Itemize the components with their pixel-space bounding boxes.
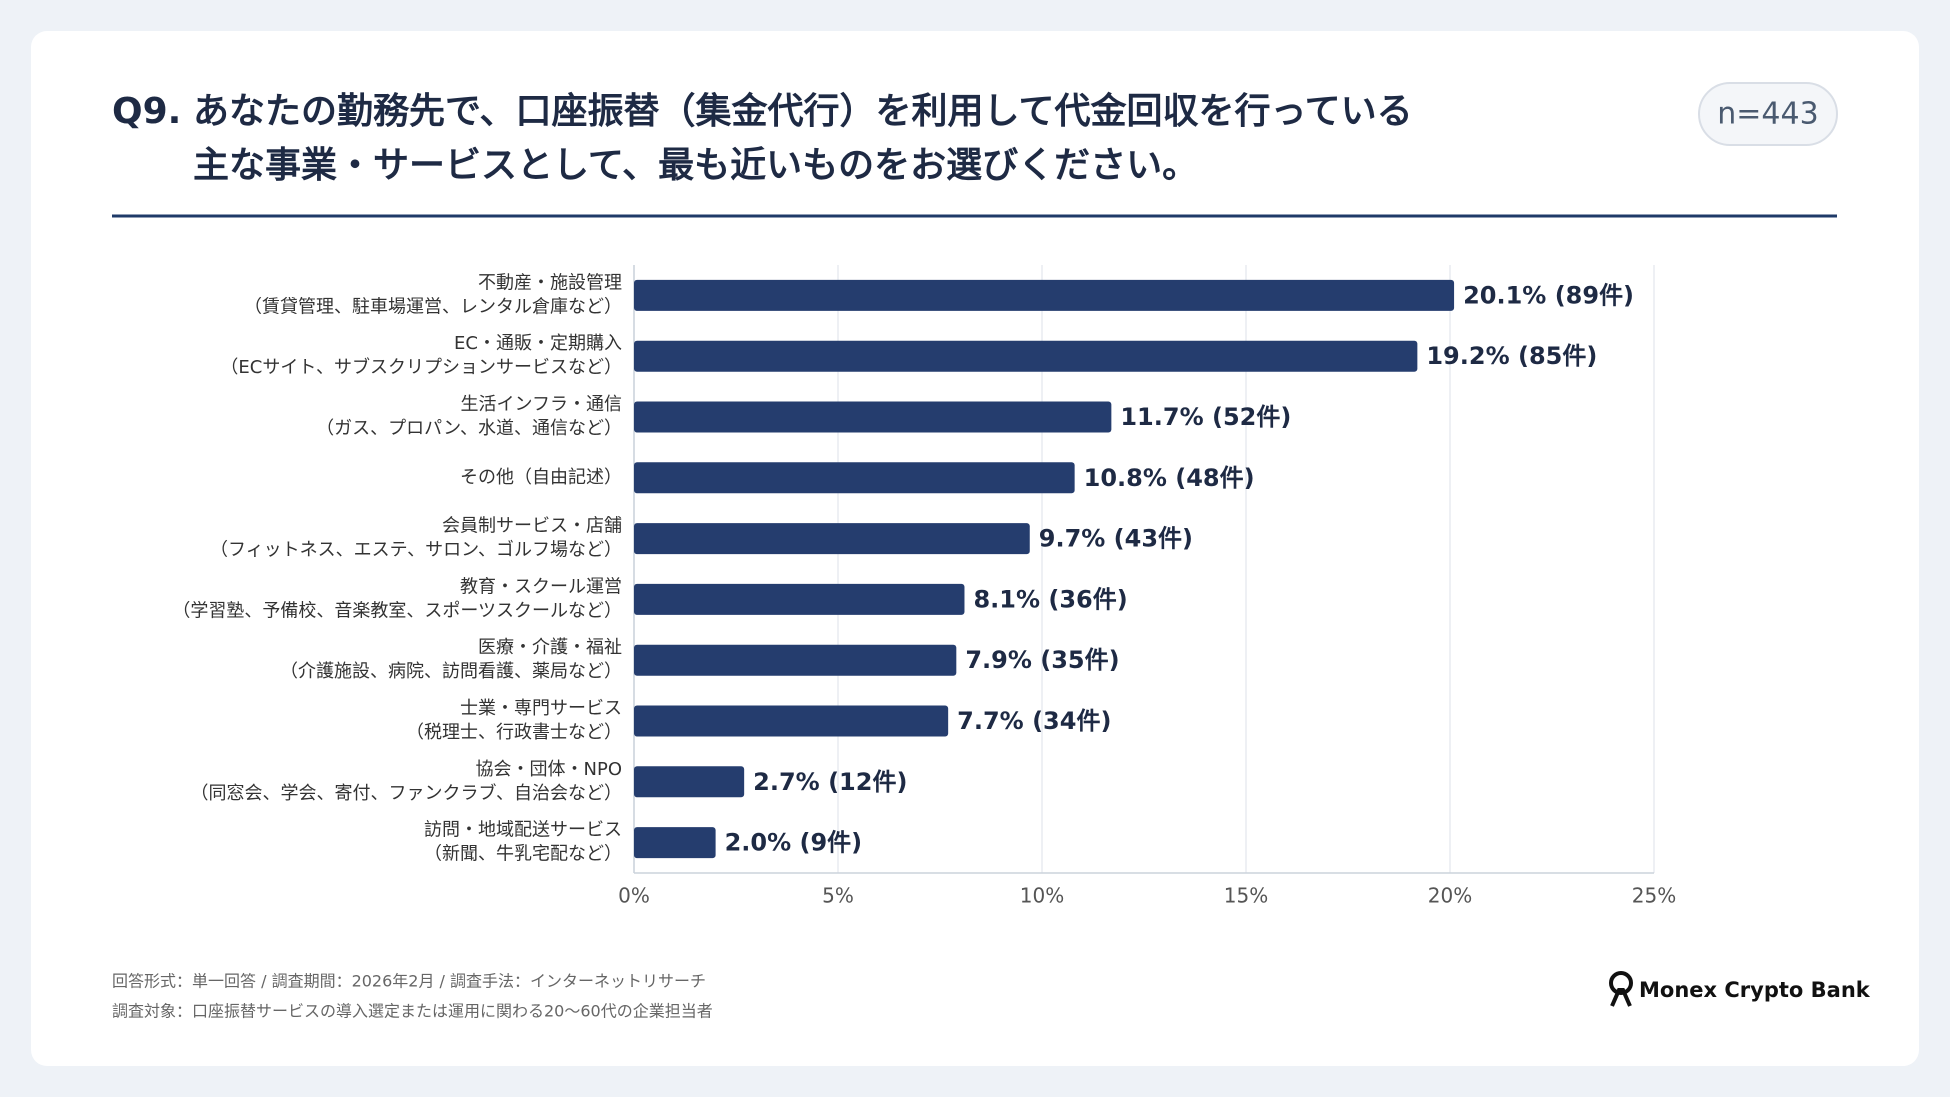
question-number: Q9. xyxy=(112,91,181,132)
category-label: （学習塾、予備校、音楽教室、スポーツスクールなど） xyxy=(172,599,622,621)
bar xyxy=(634,705,949,737)
brand-logo xyxy=(1609,971,1633,1007)
value-label: 2.0% (9件) xyxy=(725,829,863,857)
bar xyxy=(634,766,745,798)
bar xyxy=(634,401,1112,433)
footnote: 回答形式：単一回答 / 調査期間：2026年2月 / 調査手法：インターネットリ… xyxy=(112,972,706,991)
category-label: 訪問・地域配送サービス xyxy=(424,820,622,841)
x-tick-label: 15% xyxy=(1224,884,1268,908)
brand-name: Monex Crypto Bank xyxy=(1639,978,1871,1002)
category-label: 生活インフラ・通信 xyxy=(461,394,622,415)
category-label: 協会・団体・NPO xyxy=(476,759,623,780)
bar xyxy=(634,827,716,859)
footnote: 調査対象：口座振替サービスの導入選定または運用に関わる20〜60代の企業担当者 xyxy=(112,1002,713,1021)
category-label: その他（自由記述） xyxy=(460,467,622,488)
bar xyxy=(634,583,965,615)
sample-size: n=443 xyxy=(1717,97,1818,132)
category-label: （介護施設、病院、訪問看護、薬局など） xyxy=(280,661,622,682)
x-tick-label: 20% xyxy=(1428,884,1472,908)
bar xyxy=(634,279,1455,311)
category-label: 士業・専門サービス xyxy=(460,698,622,719)
value-label: 19.2% (85件) xyxy=(1426,342,1597,370)
category-label: （ECサイト、サブスクリプションサービスなど） xyxy=(220,356,622,378)
category-label: EC・通販・定期購入 xyxy=(454,333,622,354)
category-label: （税理士、行政書士など） xyxy=(406,722,622,743)
category-label: 会員制サービス・店舗 xyxy=(442,516,622,537)
bar xyxy=(634,340,1418,372)
title-line: 主な事業・サービスとして、最も近いものをお選びください。 xyxy=(193,145,1198,186)
title-line: あなたの勤務先で、口座振替（集金代行）を利用して代金回収を行っている xyxy=(193,90,1413,132)
category-label: （フィットネス、エステ、サロン、ゴルフ場など） xyxy=(210,540,622,561)
value-label: 2.7% (12件) xyxy=(753,768,907,796)
category-label: （ガス、プロパン、水道、通信など） xyxy=(316,418,622,439)
bar xyxy=(634,523,1030,555)
value-label: 10.8% (48件) xyxy=(1084,464,1255,492)
category-label: （同窓会、学会、寄付、ファンクラブ、自治会など） xyxy=(191,782,622,804)
category-label: （賃貸管理、駐車場運営、レンタル倉庫など） xyxy=(244,296,622,317)
value-label: 11.7% (52件) xyxy=(1120,403,1291,431)
bar xyxy=(634,644,957,676)
x-tick-label: 5% xyxy=(822,884,854,908)
x-tick-label: 25% xyxy=(1632,884,1676,908)
category-label: 医療・介護・福祉 xyxy=(478,637,622,658)
x-tick-label: 10% xyxy=(1020,884,1064,908)
bar xyxy=(634,462,1075,494)
value-label: 7.9% (35件) xyxy=(965,646,1119,674)
value-label: 7.7% (34件) xyxy=(957,707,1111,735)
category-label: 不動産・施設管理 xyxy=(478,272,622,293)
sample-badge xyxy=(1698,82,1838,146)
value-label: 8.1% (36件) xyxy=(973,585,1127,613)
category-label: 教育・スクール運営 xyxy=(460,576,622,597)
value-label: 20.1% (89件) xyxy=(1463,281,1634,309)
value-label: 9.7% (43件) xyxy=(1039,525,1193,553)
x-tick-label: 0% xyxy=(618,884,650,908)
category-label: （新聞、牛乳宅配など） xyxy=(424,844,622,865)
